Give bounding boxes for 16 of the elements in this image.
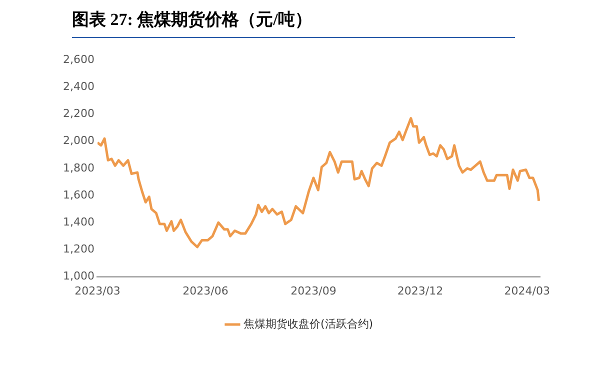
x-tick-label: 2023/12 xyxy=(397,284,444,298)
y-tick-label: 1,000 xyxy=(62,270,94,283)
x-tick-label: 2023/06 xyxy=(182,284,228,298)
y-tick-label: 1,600 xyxy=(62,188,94,202)
x-tick-label: 2023/09 xyxy=(290,284,336,298)
y-tick-label: 1,800 xyxy=(62,161,94,174)
legend-label: 焦煤期货收盘价(活跃合约) xyxy=(243,317,374,330)
y-tick-label: 1,200 xyxy=(62,242,94,256)
chart-title: 图表 27: 焦煤期货价格（元/吨） xyxy=(72,8,515,38)
y-tick-label: 2,600 xyxy=(62,52,94,66)
y-tick-label: 1,400 xyxy=(62,215,94,228)
x-tick-label: 2023/03 xyxy=(74,284,120,298)
x-tick-label: 2024/03 xyxy=(504,284,550,298)
y-tick-label: 2,000 xyxy=(62,134,94,148)
y-tick-label: 2,200 xyxy=(62,107,94,120)
y-tick-label: 2,400 xyxy=(62,80,94,93)
